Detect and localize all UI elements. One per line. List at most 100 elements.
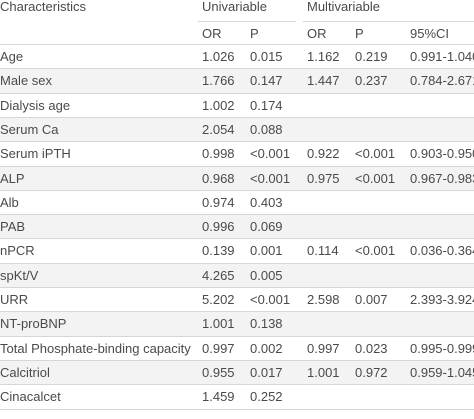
header-group-row: Characteristics Univariable Multivariabl… bbox=[0, 0, 474, 21]
ci-cell: 0.903-0.950 bbox=[410, 146, 474, 162]
multivariable-header: Multivariable bbox=[307, 0, 380, 14]
univariable-or-cell: 5.202 bbox=[202, 292, 235, 307]
table-row: nPCR 0.139 0.001 0.114 <0.001 0.036-0.364 bbox=[0, 239, 474, 262]
row-name: Age bbox=[0, 49, 24, 64]
univariable-p-cell: 0.174 bbox=[250, 97, 283, 113]
multivariable-or-cell: 0.975 bbox=[307, 170, 340, 186]
univariable-or-cell: 0.968 bbox=[202, 170, 235, 186]
univariable-p-cell: 0.015 bbox=[250, 49, 283, 64]
multivariable-p-cell: <0.001 bbox=[355, 170, 396, 186]
univariable-p-cell: 0.005 bbox=[250, 267, 283, 283]
row-divider bbox=[0, 262, 474, 264]
header-bottom-rule bbox=[0, 44, 474, 45]
univariable-p-cell: <0.001 bbox=[250, 146, 291, 162]
univariable-or-cell: 0.996 bbox=[202, 219, 235, 235]
univariable-or-cell: 1.026 bbox=[202, 49, 235, 64]
ci-cell: 0.967-0.983 bbox=[410, 170, 474, 186]
table-row: Alb 0.974 0.403 bbox=[0, 191, 474, 214]
column-header-95ci: 95%CI bbox=[410, 26, 450, 41]
table-row: Serum iPTH 0.998 <0.001 0.922 <0.001 0.903-0.… bbox=[0, 142, 474, 165]
table-row: URR 5.202 <0.001 2.598 0.007 2.393-3.924 bbox=[0, 288, 474, 311]
row-name: nPCR bbox=[0, 243, 35, 259]
univariable-or-cell: 0.997 bbox=[202, 340, 235, 356]
univariable-or-cell: 1.459 bbox=[202, 389, 235, 405]
column-header-univariable-or: OR bbox=[202, 26, 222, 41]
ci-cell: 0.036-0.364 bbox=[410, 243, 474, 259]
table-row: Male sex 1.766 0.147 1.447 0.237 0.784-2.671 bbox=[0, 69, 474, 93]
univariable-p-cell: 0.252 bbox=[250, 389, 283, 405]
row-name: Total Phosphate-binding capacity bbox=[0, 340, 191, 356]
column-header-multivariable-p: P bbox=[355, 26, 364, 41]
row-name: Alb bbox=[0, 194, 19, 210]
univariable-rule bbox=[198, 21, 296, 22]
row-divider bbox=[0, 141, 474, 143]
characteristics-header: Characteristics bbox=[0, 0, 86, 14]
table-row: spKt/V 4.265 0.005 bbox=[0, 263, 474, 287]
univariable-header: Univariable bbox=[202, 0, 268, 14]
row-divider bbox=[0, 359, 474, 361]
multivariable-or-cell: 0.922 bbox=[307, 146, 340, 162]
univariable-p-cell: <0.001 bbox=[250, 292, 291, 307]
multivariable-or-cell: 1.001 bbox=[307, 364, 340, 380]
univariable-p-cell: 0.017 bbox=[250, 364, 283, 380]
univariable-p-cell: 0.403 bbox=[250, 194, 283, 210]
ci-cell: 0.784-2.671 bbox=[410, 73, 474, 89]
multivariable-or-cell: 1.162 bbox=[307, 49, 340, 64]
univariable-p-cell: 0.088 bbox=[250, 121, 283, 137]
ci-cell: 0.991-1.040 bbox=[410, 49, 474, 64]
multivariable-p-cell: 0.007 bbox=[355, 292, 388, 307]
univariable-or-cell: 0.955 bbox=[202, 364, 235, 380]
univariable-p-cell: <0.001 bbox=[250, 170, 291, 186]
multivariable-p-cell: <0.001 bbox=[355, 243, 396, 259]
row-divider bbox=[0, 238, 474, 240]
ci-cell: 2.393-3.924 bbox=[410, 292, 474, 307]
univariable-p-cell: 0.138 bbox=[250, 316, 283, 332]
column-header-row: OR P OR P 95%CI bbox=[0, 22, 474, 44]
row-name: Serum iPTH bbox=[0, 146, 71, 162]
table-row: PAB 0.996 0.069 bbox=[0, 215, 474, 239]
univariable-or-cell: 4.265 bbox=[202, 267, 235, 283]
row-name: spKt/V bbox=[0, 267, 39, 283]
row-divider bbox=[0, 116, 474, 118]
row-name: Cinacalcet bbox=[0, 389, 61, 405]
row-name: Dialysis age bbox=[0, 97, 71, 113]
table-row: Dialysis age 1.002 0.174 bbox=[0, 94, 474, 117]
univariable-or-cell: 1.002 bbox=[202, 97, 235, 113]
row-divider bbox=[0, 165, 474, 167]
row-divider bbox=[0, 68, 474, 70]
multivariable-p-cell: 0.219 bbox=[355, 49, 388, 64]
univariable-or-cell: 0.974 bbox=[202, 194, 235, 210]
multivariable-or-cell: 0.114 bbox=[307, 243, 339, 259]
ci-cell: 0.959-1.045 bbox=[410, 364, 474, 380]
ci-cell: 0.995-0.999 bbox=[410, 340, 474, 356]
row-name: Calcitriol bbox=[0, 364, 50, 380]
row-name: ALP bbox=[0, 170, 25, 186]
univariable-or-cell: 1.001 bbox=[202, 316, 235, 332]
multivariable-p-cell: <0.001 bbox=[355, 146, 396, 162]
multivariable-or-cell: 2.598 bbox=[307, 292, 340, 307]
univariable-or-cell: 0.139 bbox=[202, 243, 235, 259]
row-divider bbox=[0, 92, 474, 94]
column-header-univariable-p: P bbox=[250, 26, 259, 41]
univariable-or-cell: 1.766 bbox=[202, 73, 235, 89]
table-row: Cinacalcet 1.459 0.252 bbox=[0, 385, 474, 408]
row-name: Serum Ca bbox=[0, 121, 59, 137]
univariable-or-cell: 2.054 bbox=[202, 121, 235, 137]
table-row: NT-proBNP 1.001 0.138 bbox=[0, 312, 474, 336]
row-divider bbox=[0, 311, 474, 313]
univariable-p-cell: 0.069 bbox=[250, 219, 283, 235]
row-divider bbox=[0, 408, 474, 410]
univariable-p-cell: 0.002 bbox=[250, 340, 283, 356]
row-divider bbox=[0, 335, 474, 337]
column-header-multivariable-or: OR bbox=[307, 26, 327, 41]
row-name: URR bbox=[0, 292, 29, 307]
row-name: PAB bbox=[0, 219, 26, 235]
multivariable-p-cell: 0.972 bbox=[355, 364, 388, 380]
row-divider bbox=[0, 384, 474, 386]
univariable-or-cell: 0.998 bbox=[202, 146, 235, 162]
multivariable-p-cell: 0.023 bbox=[355, 340, 388, 356]
univariable-p-cell: 0.001 bbox=[250, 243, 283, 259]
table-row: Total Phosphate-binding capacity 0.997 0.0… bbox=[0, 337, 474, 360]
multivariable-rule bbox=[303, 21, 474, 22]
univariable-p-cell: 0.147 bbox=[250, 73, 283, 89]
